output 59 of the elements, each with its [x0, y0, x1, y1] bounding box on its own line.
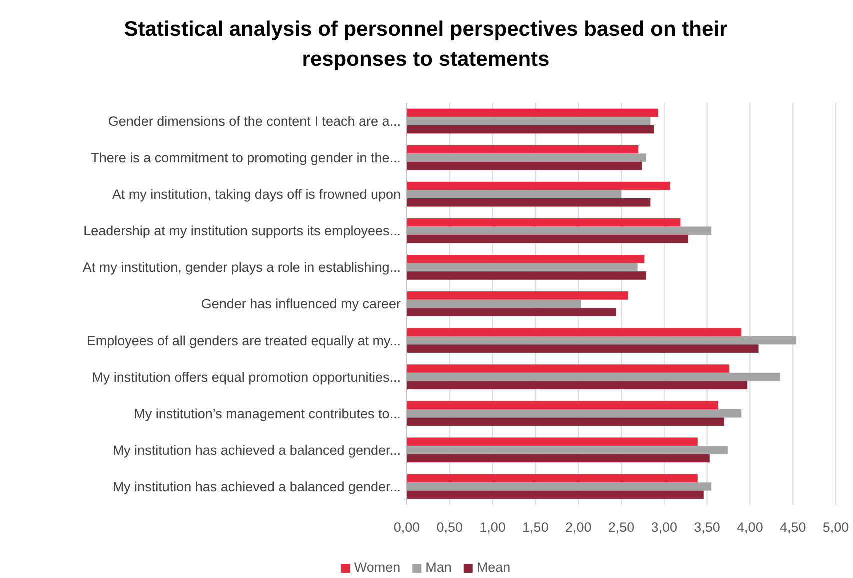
y-tick-label: My institution offers equal promotion opportunities...: [92, 370, 401, 385]
legend-label: Man: [426, 560, 452, 575]
y-tick-label: My institution has achieved a balanced gender...: [112, 442, 401, 458]
bar: [407, 482, 712, 491]
x-tick-label: 2,00: [565, 520, 592, 535]
bar: [407, 372, 780, 382]
bar: [407, 255, 645, 264]
bar: [407, 190, 622, 199]
x-tick-label: 1,00: [480, 520, 506, 535]
x-tick-label: 4,00: [737, 520, 764, 535]
bar: [407, 418, 724, 426]
x-tick-label: 0,00: [394, 520, 420, 535]
bar: [407, 474, 698, 483]
x-tick-label: 4,50: [780, 520, 806, 535]
bar: [407, 364, 730, 373]
y-tick-label: Gender has influenced my career: [201, 296, 402, 312]
y-tick-label: My institution has achieved a balanced gender...: [112, 479, 401, 494]
bar: [407, 336, 797, 345]
x-tick-label: 3,00: [651, 520, 678, 535]
legend-label: Women: [354, 560, 401, 575]
bar: [407, 328, 742, 336]
y-tick-label: My institution’s management contributes to...: [134, 406, 401, 422]
x-tick-label: 3,50: [694, 520, 720, 535]
legend-label: Mean: [476, 560, 511, 575]
bar: [407, 162, 642, 170]
bar: [407, 125, 654, 134]
bar: [407, 308, 616, 316]
bar: [407, 381, 748, 390]
bar: [407, 490, 704, 500]
y-tick-label: There is a commitment to promoting gender in the...: [91, 150, 401, 166]
chart-title: Statistical analysis of personnel perspectives based on their responses to statements: [124, 18, 728, 71]
bar: [407, 401, 718, 410]
bar: [407, 145, 639, 154]
bar: [407, 454, 710, 463]
x-tick-label: 1,50: [522, 520, 549, 535]
bar: [407, 300, 582, 308]
bar: [407, 218, 681, 227]
bar: [407, 182, 670, 190]
bar: [407, 292, 628, 300]
bar: [407, 409, 742, 418]
x-tick-label: 5,00: [822, 520, 850, 535]
bar: [407, 438, 698, 446]
y-tick-label: Gender dimensions of the content I teach are a...: [108, 114, 401, 129]
bar: [407, 263, 638, 272]
bar: [407, 117, 651, 126]
y-tick-label: Employees of all genders are treated equally at my...: [86, 333, 401, 348]
x-tick-label: 2,50: [608, 520, 635, 535]
bar: [407, 272, 646, 280]
bar: [407, 344, 759, 353]
x-tick-label: 0,50: [436, 520, 464, 535]
bar: [407, 198, 651, 207]
bar: [407, 226, 712, 236]
y-tick-label: At my institution, gender plays a role in establishing...: [82, 260, 401, 276]
bar: [407, 235, 688, 244]
y-tick-label: Leadership at my institution supports its employees...: [84, 224, 401, 239]
bar: [407, 446, 728, 454]
y-tick-label: At my institution, taking days off is frowned upon: [112, 187, 401, 202]
bar: [407, 154, 646, 162]
bar: [407, 108, 658, 118]
